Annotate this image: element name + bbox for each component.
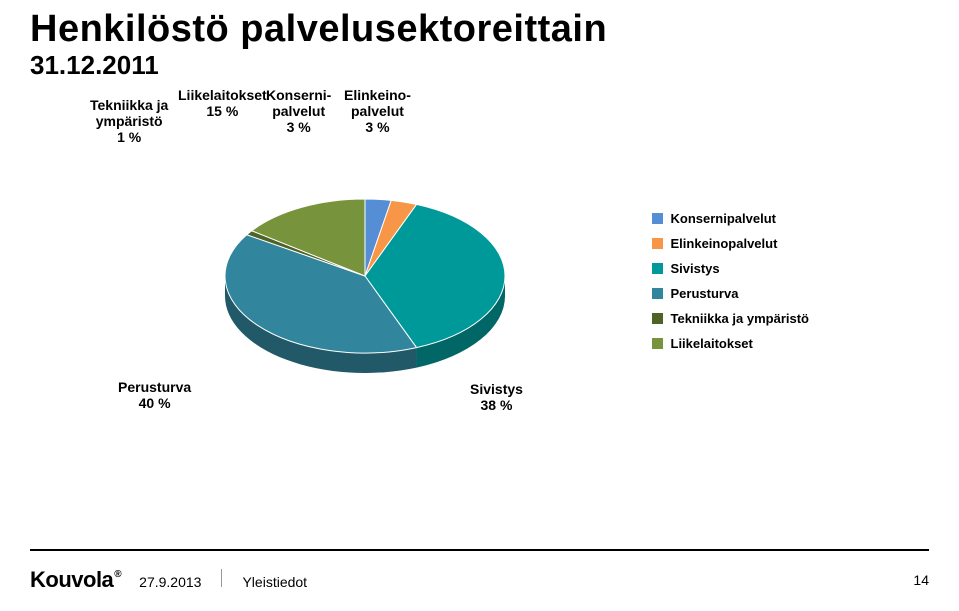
page-number: 14 [913, 572, 929, 588]
footer-divider-line [30, 549, 929, 551]
footer: Kouvola ® 27.9.2013 Yleistiedot 14 [0, 567, 959, 593]
logo-registered-icon: ® [114, 569, 121, 580]
slice-label-liikelait: Liikelaitokset15 % [178, 87, 267, 119]
legend-item: Sivistys [652, 261, 810, 276]
slice-label-tekniikka: Tekniikka jaympäristö1 % [90, 97, 168, 145]
slice-label-sivistys: Sivistys38 % [470, 381, 523, 413]
legend-label: Perusturva [671, 286, 739, 301]
legend-label: Sivistys [671, 261, 720, 276]
slice-label-perusturva: Perusturva40 % [118, 379, 191, 411]
logo: Kouvola ® [30, 567, 121, 593]
legend-item: Liikelaitokset [652, 336, 810, 351]
legend: Konsernipalvelut Elinkeinopalvelut Sivisty… [652, 211, 810, 361]
footer-date: 27.9.2013 [139, 574, 201, 590]
legend-label: Elinkeinopalvelut [671, 236, 778, 251]
page-title: Henkilöstö palvelusektoreittain [30, 10, 929, 50]
legend-swatch [652, 288, 663, 299]
legend-item: Tekniikka ja ympäristö [652, 311, 810, 326]
legend-swatch [652, 238, 663, 249]
legend-item: Konsernipalvelut [652, 211, 810, 226]
legend-item: Perusturva [652, 286, 810, 301]
legend-swatch [652, 213, 663, 224]
legend-item: Elinkeinopalvelut [652, 236, 810, 251]
page-subtitle: 31.12.2011 [30, 50, 929, 81]
legend-label: Tekniikka ja ympäristö [671, 311, 810, 326]
page: Henkilöstö palvelusektoreittain 31.12.20… [0, 0, 959, 611]
logo-text: Kouvola [30, 567, 113, 593]
chart-area: Konsernipalvelut Elinkeinopalvelut Sivisty… [30, 111, 929, 491]
footer-section: Yleistiedot [242, 574, 307, 590]
legend-label: Konsernipalvelut [671, 211, 776, 226]
footer-left: Kouvola ® 27.9.2013 Yleistiedot [30, 567, 307, 593]
legend-swatch [652, 263, 663, 274]
slice-label-konserni: Konserni-palvelut3 % [266, 87, 331, 135]
footer-vertical-divider [221, 569, 222, 587]
legend-label: Liikelaitokset [671, 336, 753, 351]
legend-swatch [652, 313, 663, 324]
slice-label-elinkeino: Elinkeino-palvelut3 % [344, 87, 411, 135]
legend-swatch [652, 338, 663, 349]
